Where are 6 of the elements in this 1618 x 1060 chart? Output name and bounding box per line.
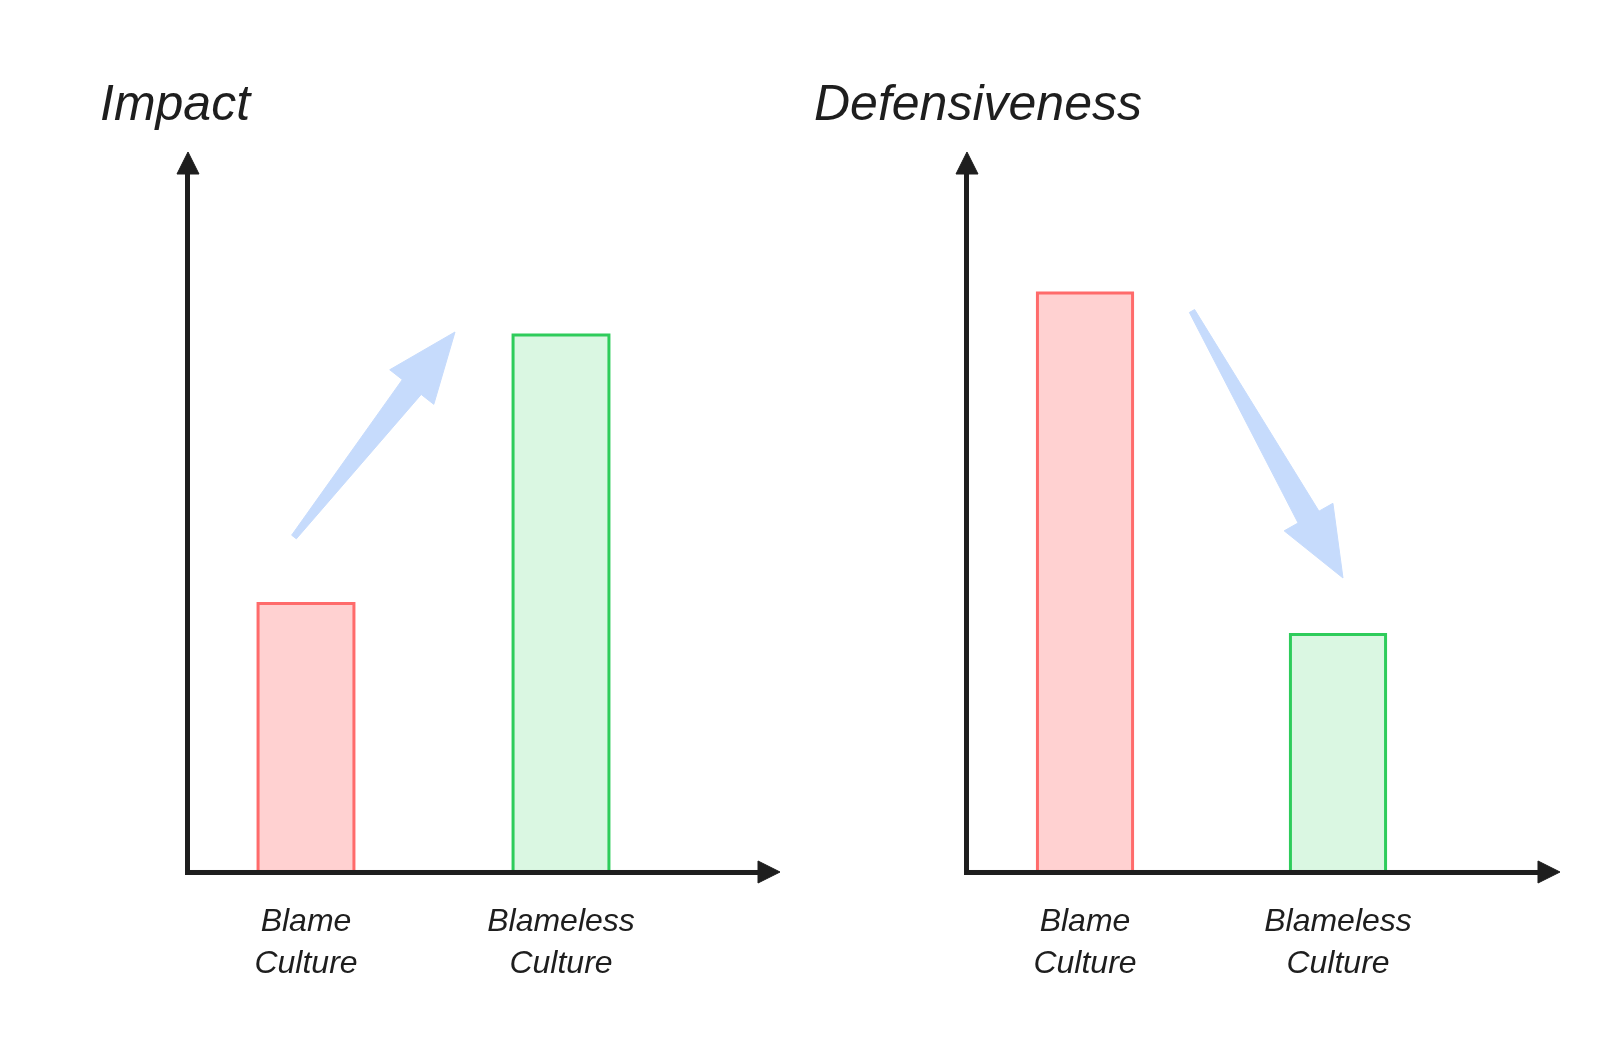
x-tick-label: Blame Culture: [254, 902, 358, 980]
y-axis-title: Impact: [100, 75, 253, 131]
x-tick-label: Blame Culture: [1033, 902, 1137, 980]
x-tick-label: Blameless Culture: [487, 902, 635, 980]
x-tick-label: Blameless Culture: [1264, 902, 1412, 980]
y-axis-title: Defensiveness: [814, 75, 1142, 131]
